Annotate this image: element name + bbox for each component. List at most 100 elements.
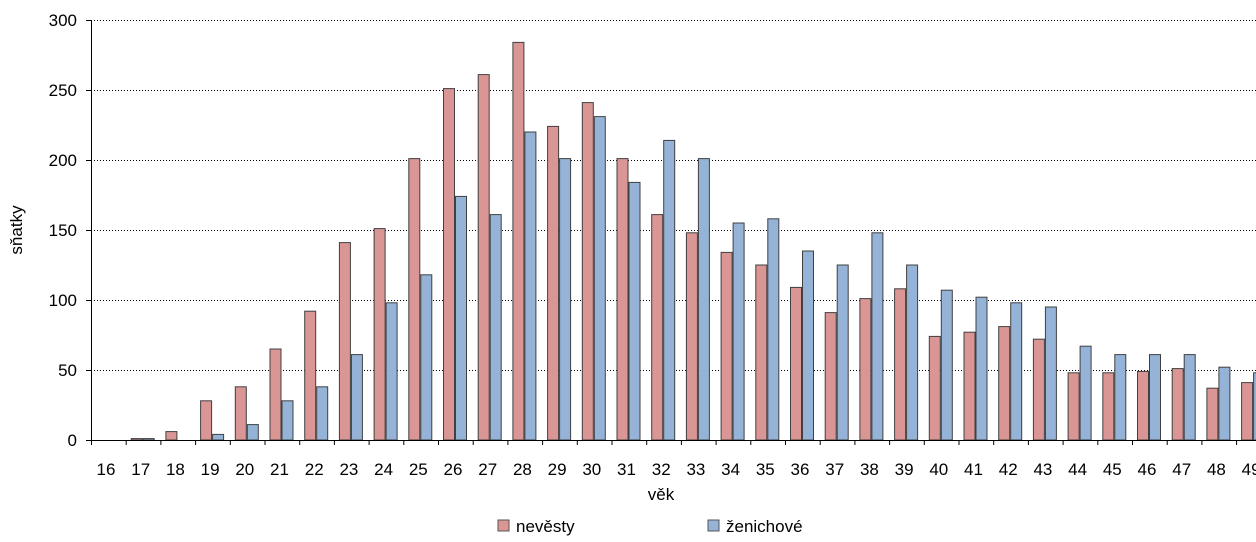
legend-label-grooms: ženichové (726, 517, 803, 536)
x-tick-label: 46 (1138, 460, 1157, 479)
bar-brides-35 (755, 264, 768, 441)
bar-grooms-41 (975, 296, 988, 441)
x-tick-label: 16 (97, 460, 116, 479)
bar-grooms-36 (802, 250, 814, 441)
bar-brides-21 (269, 348, 282, 441)
bar-grooms-28 (524, 131, 537, 441)
bar-brides-49 (1241, 382, 1254, 441)
x-tick-label: 33 (686, 460, 705, 479)
x-tick-label: 18 (166, 460, 185, 479)
bar-grooms-38 (871, 232, 884, 441)
bar-grooms-47 (1183, 354, 1196, 441)
bar-grooms-32 (663, 139, 676, 441)
bar-grooms-35 (767, 218, 780, 441)
x-tick-label: 31 (617, 460, 636, 479)
x-tick-label: 23 (339, 460, 358, 479)
x-tick-label: 36 (791, 460, 810, 479)
bar-brides-28 (512, 41, 525, 441)
bar-brides-48 (1206, 387, 1219, 441)
x-tick-label: 40 (929, 460, 948, 479)
bar-grooms-46 (1149, 354, 1161, 441)
legend-swatch-brides (497, 519, 510, 532)
y-tick-label: 150 (49, 221, 77, 240)
x-tick-label: 26 (444, 460, 463, 479)
bar-grooms-48 (1218, 366, 1231, 441)
bar-brides-36 (790, 286, 802, 441)
bar-grooms-21 (281, 400, 294, 441)
bar-grooms-20 (246, 424, 259, 441)
x-tick-label: 49 (1242, 460, 1256, 479)
bar-grooms-40 (940, 289, 953, 441)
x-tick-label: 22 (305, 460, 324, 479)
y-tick-label: 200 (49, 151, 77, 170)
x-tick-label: 43 (1033, 460, 1052, 479)
bar-brides-19 (200, 400, 213, 441)
legend-label-brides: nevěsty (516, 517, 575, 536)
y-tick-labels: 0 50 100 150 200 250 300 (49, 11, 77, 450)
bar-brides-32 (651, 214, 664, 441)
bar-brides-22 (304, 310, 317, 441)
bar-grooms-33 (697, 158, 710, 441)
bar-brides-26 (443, 88, 455, 441)
x-tick-label: 37 (825, 460, 844, 479)
x-tick-label: 20 (235, 460, 254, 479)
bar-grooms-26 (455, 195, 467, 441)
bar-grooms-25 (420, 274, 433, 441)
legend-swatch-grooms (707, 519, 720, 532)
y-tick-label: 250 (49, 81, 77, 100)
x-tick-label: 19 (201, 460, 220, 479)
bar-brides-18 (165, 431, 178, 441)
x-tick-label: 48 (1207, 460, 1226, 479)
y-tick-label: 50 (58, 361, 77, 380)
x-tick-label: 41 (964, 460, 983, 479)
bar-grooms-30 (593, 116, 606, 441)
bar-brides-43 (1032, 338, 1045, 441)
bar-grooms-49 (1253, 372, 1256, 441)
x-tick-label: 28 (513, 460, 532, 479)
x-tick-label: 44 (1068, 460, 1087, 479)
x-tick-label: 30 (582, 460, 601, 479)
bar-brides-38 (859, 298, 872, 441)
bar-brides-20 (234, 386, 247, 441)
x-tick-label: 42 (999, 460, 1018, 479)
bar-brides-33 (685, 232, 698, 441)
bar-brides-34 (720, 251, 733, 441)
bar-brides-25 (408, 158, 421, 441)
x-tick-label: 35 (756, 460, 775, 479)
x-tick-label: 45 (1103, 460, 1122, 479)
bar-brides-40 (928, 335, 941, 441)
bar-brides-46 (1137, 370, 1149, 441)
y-axis-title: sňatky (7, 205, 26, 255)
bar-brides-41 (963, 331, 976, 441)
bar-brides-31 (616, 158, 629, 441)
bar-grooms-34 (732, 222, 745, 441)
bar-brides-47 (1171, 368, 1184, 441)
bar-brides-44 (1067, 372, 1080, 441)
bar-grooms-43 (1044, 306, 1057, 441)
bar-brides-17 (130, 438, 143, 441)
bar-brides-37 (824, 312, 837, 441)
x-tick-label: 32 (652, 460, 671, 479)
x-tick-label: 39 (895, 460, 914, 479)
x-tick-label: 25 (409, 460, 428, 479)
bar-brides-27 (477, 74, 490, 441)
x-tick-label: 21 (270, 460, 289, 479)
bar-brides-30 (581, 102, 594, 441)
bar-grooms-44 (1079, 345, 1092, 441)
bar-brides-29 (547, 125, 560, 441)
bar-brides-45 (1102, 372, 1115, 441)
bar-grooms-24 (385, 302, 398, 441)
bar-grooms-27 (489, 214, 502, 441)
x-tick-label: 24 (374, 460, 393, 479)
x-tick-label: 29 (548, 460, 567, 479)
legend: nevěsty ženichové (497, 517, 803, 536)
bar-brides-23 (338, 242, 351, 441)
x-tick-label: 17 (131, 460, 150, 479)
x-axis-title: věk (648, 485, 675, 504)
y-tick-label: 100 (49, 291, 77, 310)
bar-grooms-37 (836, 264, 849, 441)
x-tick-label: 38 (860, 460, 879, 479)
bar-grooms-31 (628, 181, 641, 441)
bar-grooms-23 (350, 354, 363, 441)
